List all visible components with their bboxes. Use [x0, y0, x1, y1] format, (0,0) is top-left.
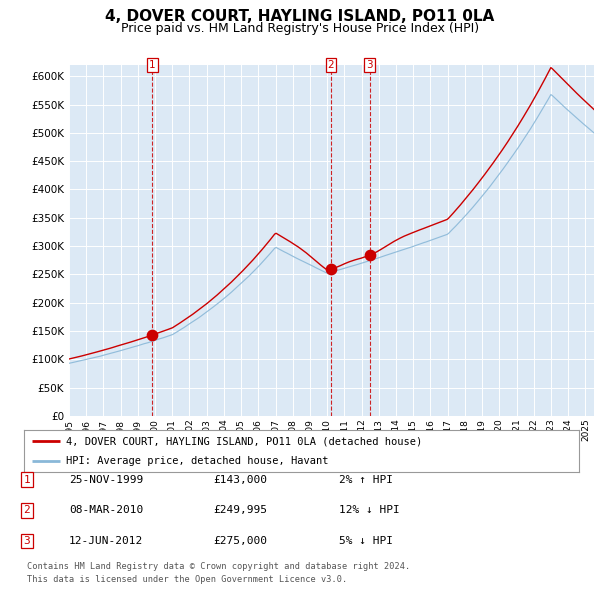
Text: 4, DOVER COURT, HAYLING ISLAND, PO11 0LA: 4, DOVER COURT, HAYLING ISLAND, PO11 0LA: [106, 9, 494, 24]
Text: 3: 3: [367, 60, 373, 70]
Point: [326, 264, 335, 274]
Text: 08-MAR-2010: 08-MAR-2010: [69, 506, 143, 515]
Text: 25-NOV-1999: 25-NOV-1999: [69, 475, 143, 484]
Text: 4, DOVER COURT, HAYLING ISLAND, PO11 0LA (detached house): 4, DOVER COURT, HAYLING ISLAND, PO11 0LA…: [65, 437, 422, 447]
Text: 2: 2: [23, 506, 31, 515]
Text: Contains HM Land Registry data © Crown copyright and database right 2024.: Contains HM Land Registry data © Crown c…: [27, 562, 410, 571]
Text: Price paid vs. HM Land Registry's House Price Index (HPI): Price paid vs. HM Land Registry's House …: [121, 22, 479, 35]
Text: 1: 1: [149, 60, 156, 70]
Text: 5% ↓ HPI: 5% ↓ HPI: [339, 536, 393, 546]
Text: 2% ↑ HPI: 2% ↑ HPI: [339, 475, 393, 484]
Text: 2: 2: [328, 60, 334, 70]
Point: [365, 251, 374, 260]
Text: HPI: Average price, detached house, Havant: HPI: Average price, detached house, Hava…: [65, 457, 328, 466]
Text: 12-JUN-2012: 12-JUN-2012: [69, 536, 143, 546]
Text: £143,000: £143,000: [213, 475, 267, 484]
Text: 12% ↓ HPI: 12% ↓ HPI: [339, 506, 400, 515]
Text: 3: 3: [23, 536, 31, 546]
Text: £249,995: £249,995: [213, 506, 267, 515]
Text: This data is licensed under the Open Government Licence v3.0.: This data is licensed under the Open Gov…: [27, 575, 347, 584]
Point: [148, 330, 157, 340]
Text: 1: 1: [23, 475, 31, 484]
Text: £275,000: £275,000: [213, 536, 267, 546]
